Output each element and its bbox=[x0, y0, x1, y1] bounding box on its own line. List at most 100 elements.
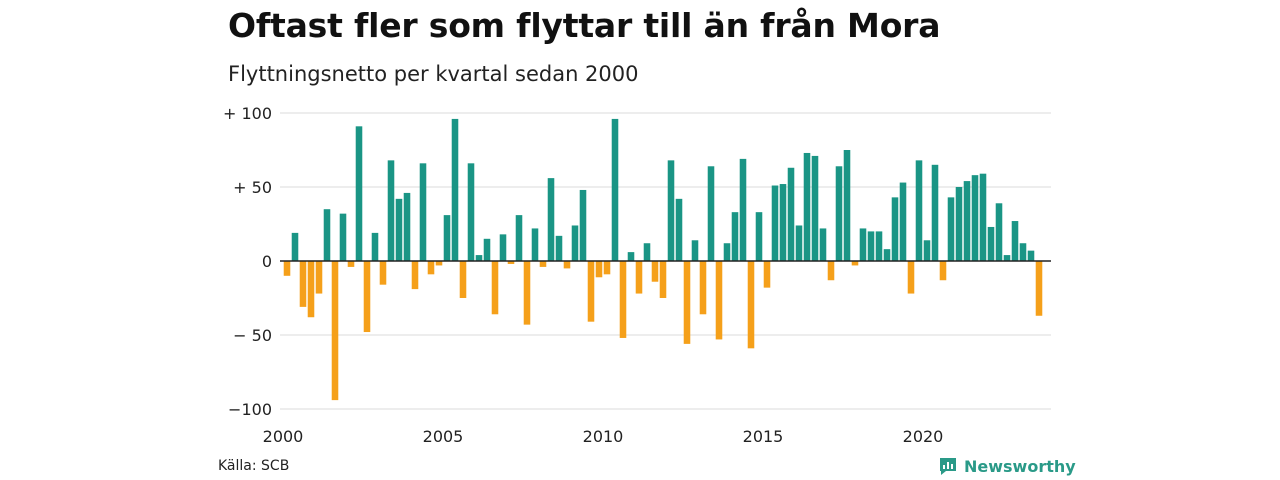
bar bbox=[619, 261, 627, 338]
bar bbox=[827, 261, 835, 281]
bar bbox=[1003, 255, 1011, 261]
bar bbox=[691, 240, 699, 261]
bar bbox=[411, 261, 419, 290]
bar bbox=[987, 226, 995, 261]
bar bbox=[907, 261, 915, 294]
bar bbox=[387, 160, 395, 261]
bar bbox=[523, 261, 531, 325]
bar bbox=[579, 189, 587, 261]
bar bbox=[563, 261, 571, 269]
bar bbox=[363, 261, 371, 333]
bar bbox=[483, 238, 491, 261]
x-axis: 2000 2005 2010 2015 2020 bbox=[263, 427, 944, 446]
brand-name: Newsworthy bbox=[964, 456, 1076, 476]
bar bbox=[875, 231, 883, 261]
bar bbox=[1019, 243, 1027, 261]
chart-subtitle: Flyttningsnetto per kvartal sedan 2000 bbox=[228, 62, 639, 86]
bar bbox=[667, 160, 675, 261]
bar bbox=[443, 215, 451, 261]
bar bbox=[555, 235, 563, 261]
y-tick-label: − 50 bbox=[233, 326, 272, 345]
y-tick-label: + 50 bbox=[233, 178, 272, 197]
bar-chart: + 100 + 50 0 − 50 −100 2000 2005 2010 2015 2020 bbox=[223, 104, 1051, 446]
bar bbox=[707, 166, 715, 261]
bar bbox=[683, 261, 691, 344]
bar bbox=[779, 184, 787, 261]
bar bbox=[939, 261, 947, 281]
x-tick-label: 2000 bbox=[263, 427, 304, 446]
bar bbox=[723, 243, 731, 261]
bar bbox=[379, 261, 387, 285]
y-tick-label: + 100 bbox=[223, 104, 272, 123]
bar bbox=[851, 261, 859, 266]
y-tick-label: −100 bbox=[228, 400, 272, 419]
bar bbox=[979, 173, 987, 261]
bar bbox=[475, 255, 483, 261]
bar bbox=[971, 175, 979, 261]
brand-logo: Newsworthy bbox=[938, 456, 1076, 476]
bar bbox=[603, 261, 611, 275]
bar bbox=[867, 231, 875, 261]
bar bbox=[331, 261, 339, 401]
bar bbox=[995, 203, 1003, 261]
bar bbox=[371, 232, 379, 261]
source-note: Källa: SCB bbox=[218, 458, 290, 474]
bar bbox=[635, 261, 643, 294]
bar bbox=[355, 126, 363, 261]
bar bbox=[947, 197, 955, 261]
bar bbox=[843, 150, 851, 261]
bar bbox=[795, 225, 803, 261]
bar bbox=[659, 261, 667, 298]
bar bbox=[435, 261, 443, 266]
bar bbox=[515, 215, 523, 261]
bars bbox=[283, 118, 1043, 401]
bar bbox=[819, 228, 827, 261]
bar bbox=[395, 198, 403, 261]
bar bbox=[283, 261, 291, 276]
bar bbox=[531, 228, 539, 261]
bar bbox=[739, 158, 747, 261]
bar bbox=[715, 261, 723, 340]
bar bbox=[547, 178, 555, 261]
bar bbox=[427, 261, 435, 275]
gridlines bbox=[280, 112, 1051, 410]
bar bbox=[307, 261, 315, 318]
bar bbox=[1035, 261, 1043, 316]
bar bbox=[787, 167, 795, 261]
bar bbox=[323, 209, 331, 261]
bar bbox=[571, 225, 579, 261]
bar bbox=[315, 261, 323, 294]
bar bbox=[611, 118, 619, 261]
bar bbox=[403, 192, 411, 261]
bar bbox=[771, 185, 779, 261]
bar bbox=[955, 187, 963, 261]
bar bbox=[499, 234, 507, 261]
bar bbox=[491, 261, 499, 315]
chart-title: Oftast fler som flyttar till än från Mor… bbox=[228, 6, 941, 45]
bar bbox=[883, 249, 891, 261]
bar bbox=[747, 261, 755, 349]
x-tick-label: 2010 bbox=[583, 427, 624, 446]
bar bbox=[587, 261, 595, 322]
bar bbox=[963, 181, 971, 261]
bar bbox=[451, 118, 459, 261]
bar bbox=[347, 261, 355, 267]
bar bbox=[339, 213, 347, 261]
bar bbox=[595, 261, 603, 278]
bar bbox=[915, 160, 923, 261]
bar bbox=[835, 166, 843, 261]
x-tick-label: 2005 bbox=[423, 427, 464, 446]
bar bbox=[627, 252, 635, 261]
bar bbox=[763, 261, 771, 288]
bar bbox=[675, 198, 683, 261]
bar bbox=[539, 261, 547, 267]
bar bbox=[891, 197, 899, 261]
bar bbox=[931, 164, 939, 261]
bar bbox=[1011, 221, 1019, 261]
x-tick-label: 2015 bbox=[743, 427, 784, 446]
bar bbox=[923, 240, 931, 261]
bar bbox=[651, 261, 659, 282]
bar bbox=[1027, 250, 1035, 261]
bar bbox=[467, 163, 475, 261]
bar bbox=[419, 163, 427, 261]
